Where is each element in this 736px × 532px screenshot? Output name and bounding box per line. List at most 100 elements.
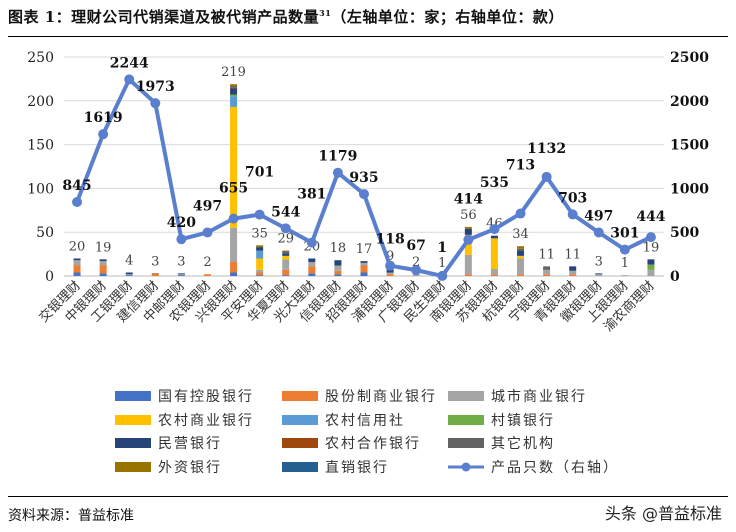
bar-segment [308, 273, 316, 276]
bar-segment [282, 259, 290, 270]
line-value-label: 655 [219, 181, 248, 197]
bar-segment [360, 261, 368, 263]
bar-total-label: 219 [221, 65, 246, 80]
bar-segment [99, 259, 107, 262]
line-point [202, 227, 213, 238]
legend-swatch [115, 415, 151, 425]
legend-swatch [448, 438, 484, 448]
bar-segment [99, 265, 107, 274]
line-value-label: 301 [610, 226, 639, 242]
bar-segment [177, 275, 185, 276]
legend-swatch [282, 438, 318, 448]
bar-segment [490, 238, 498, 269]
title-suffix: （左轴单位：家；右轴单位：款） [331, 8, 564, 26]
legend-swatch [115, 391, 151, 401]
bar-total-label: 9 [386, 249, 394, 264]
bar-segment [647, 264, 655, 270]
right-tick-label: 2500 [670, 50, 709, 66]
line-point [567, 209, 578, 220]
title-footnote: 31 [319, 8, 332, 18]
bar-segment [282, 269, 290, 276]
bar-segment [230, 227, 238, 262]
bar-segment [282, 275, 290, 276]
line-point [72, 196, 83, 207]
bottom-rule [8, 496, 728, 497]
bar-total-label: 3 [595, 254, 603, 269]
line-value-label: 497 [584, 208, 613, 224]
bar-segment [334, 265, 342, 271]
bar-segment [230, 96, 238, 107]
bar-segment [73, 260, 81, 266]
bar-segment [569, 270, 577, 275]
bar-segment [464, 254, 472, 275]
line-point [280, 223, 291, 234]
bar-segment [360, 262, 368, 266]
line-point [463, 234, 474, 245]
bar-segment [386, 272, 394, 275]
bar-segment [386, 274, 394, 276]
bar-segment [125, 272, 133, 275]
legend-label: 农村合作银行 [325, 436, 421, 452]
bar-total-label: 11 [538, 247, 555, 262]
bar-segment [517, 258, 525, 275]
bar-total-label: 2 [203, 255, 211, 270]
bar-segment [464, 228, 472, 235]
bar-segment [151, 274, 159, 276]
bar-total-label: 1 [438, 256, 446, 271]
line-value-label: 497 [193, 198, 222, 214]
bar-segment [256, 247, 264, 251]
bar-segment [517, 248, 525, 251]
bar-segment [308, 266, 316, 274]
bar-segment [517, 274, 525, 276]
bar-segment [177, 273, 185, 275]
bar-segment [543, 274, 551, 276]
bar-segment [230, 106, 238, 228]
line-point [489, 224, 500, 235]
bar-segment [230, 94, 238, 97]
line-point [254, 209, 265, 220]
bar-segment [360, 272, 368, 276]
bar-total-label: 2 [412, 255, 420, 270]
bar-segment [230, 84, 238, 86]
legend-swatch [282, 415, 318, 425]
bar-total-label: 34 [512, 227, 529, 242]
bar-total-label: 35 [251, 226, 268, 241]
bar-segment [464, 234, 472, 255]
bar-segment [99, 273, 107, 276]
bar-segment [595, 274, 603, 276]
bar-segment [647, 269, 655, 276]
bar-segment [203, 274, 211, 276]
bar-segment [177, 274, 185, 276]
bar-total-label: 17 [356, 242, 373, 257]
left-tick-label: 50 [36, 225, 54, 241]
bar-segment [125, 275, 133, 276]
legend-swatch [282, 391, 318, 401]
bar-total-label: 18 [330, 241, 347, 256]
bar-segment [73, 258, 81, 261]
line-point [124, 74, 135, 85]
bar-total-label: 20 [69, 239, 86, 254]
legend-label: 民营银行 [158, 436, 222, 452]
left-tick-label: 150 [27, 138, 54, 154]
legend-label: 其它机构 [491, 435, 555, 452]
line-value-label: 701 [245, 165, 274, 181]
legend-label: 直销银行 [325, 459, 389, 476]
bar-segment [99, 261, 107, 266]
left-tick-label: 0 [45, 269, 54, 285]
legend-label: 国有控股银行 [158, 389, 254, 405]
legend-label: 村镇银行 [491, 413, 555, 429]
line-point [619, 244, 630, 255]
bar-segment [517, 250, 525, 256]
bar-segment [73, 272, 81, 276]
line-value-label: 1179 [318, 149, 357, 165]
line-value-label: 1619 [84, 110, 123, 126]
bar-segment [125, 274, 133, 276]
legend-swatch [448, 391, 484, 401]
bar-segment [73, 265, 81, 273]
line-value-label: 420 [167, 215, 196, 231]
bar-segment [230, 88, 238, 95]
legend-label: 农村商业银行 [158, 413, 254, 429]
legend-swatch [115, 438, 151, 448]
watermark: 头条 @普益标准 [604, 504, 722, 523]
